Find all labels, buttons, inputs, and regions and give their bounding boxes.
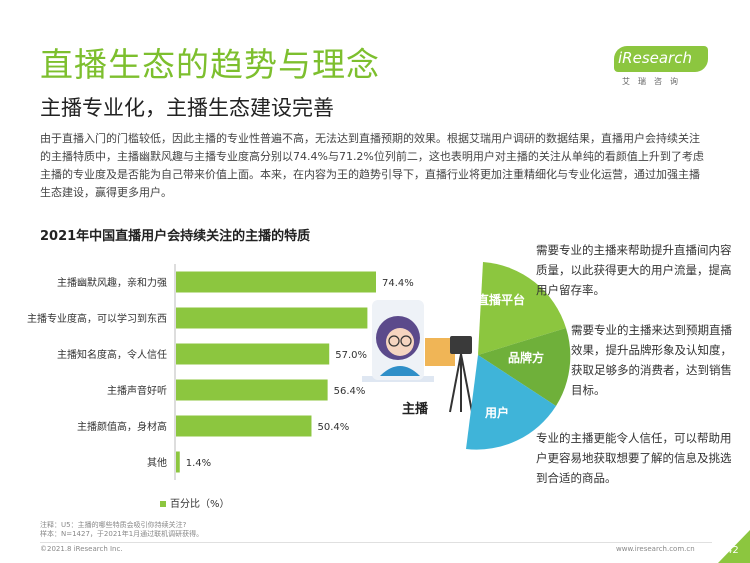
footer-divider: [40, 542, 712, 543]
value-label: 50.4%: [317, 422, 349, 433]
category-label: 主播声音好听: [107, 384, 167, 397]
bar: [176, 271, 376, 293]
callout-user: 专业的主播更能令人信任，可以帮助用户更容易地获取想要了解的信息及挑选到合适的商品…: [536, 431, 732, 485]
phone-icon: [450, 336, 472, 354]
glasses-left: [388, 335, 400, 347]
category-label: 主播颜值高，身材高: [77, 420, 167, 433]
segment-platform: [478, 262, 566, 355]
bar: [176, 451, 180, 473]
footnote: 注释：U5：主播的哪些特质会吸引你持续关注? 样本：N=1427，于2021年1…: [40, 521, 203, 539]
callout-platform: 需要专业的主播来帮助提升直播间内容质量，以此获得更大的用户流量，提高用户留存率。: [536, 243, 732, 297]
page-corner-tab: [718, 530, 750, 563]
tripod-leg-right: [460, 353, 473, 413]
segment-user: [466, 355, 556, 450]
page-subtitle: 主播专业化，主播生态建设完善: [40, 96, 334, 120]
iresearch-logo: iResearch: [604, 46, 708, 74]
intro-paragraph: 由于直播入门的门槛较低，因此主播的专业性普遍不高，无法达到直播预期的效果。根据艾…: [40, 132, 704, 199]
logo-text: iResearch: [618, 49, 692, 67]
category-label: 主播幽默风趣，亲和力强: [57, 276, 167, 289]
streamer-illustration: [362, 300, 473, 413]
glasses-right: [400, 335, 412, 347]
chart-title: 2021年中国直播用户会持续关注的主播的特质: [40, 229, 311, 244]
legend-label: 百分比（%）: [170, 499, 230, 510]
center-label: 主播: [402, 401, 429, 417]
bar: [176, 343, 330, 365]
category-label: 其他: [147, 456, 167, 469]
streamer-body: [380, 366, 420, 376]
logo-badge: [614, 46, 708, 72]
segment-brand: [478, 328, 571, 406]
logo-chinese-name: 艾瑞咨询: [622, 77, 686, 86]
website-url: www.iresearch.com.cn: [616, 545, 695, 553]
value-label: 57.0%: [335, 350, 367, 361]
bar: [176, 379, 328, 401]
page-corner-shape: [718, 530, 750, 563]
page-title: 直播生态的趋势与理念: [40, 45, 380, 84]
value-label: 56.4%: [334, 386, 366, 397]
footnote-question: 注释：U5：主播的哪些特质会吸引你持续关注?: [40, 521, 187, 529]
footnote-sample: 样本：N=1427，于2021年1月通过联机调研获得。: [40, 530, 204, 538]
callout-brand: 需要专业的主播来达到预期直播效果，提升品牌形象及认知度，获取足够多的消费者，达到…: [571, 323, 732, 397]
segment-label-user: 用户: [484, 405, 509, 420]
copyright: ©2021.8 iResearch Inc.: [40, 545, 123, 553]
category-label: 主播知名度高，令人信任: [57, 348, 167, 361]
bar: [176, 415, 312, 437]
legend-swatch: [160, 501, 166, 507]
segment-label-platform: 直播平台: [477, 292, 525, 307]
segment-label-brand: 品牌方: [508, 350, 544, 365]
value-label: 74.4%: [382, 278, 414, 289]
category-label: 主播专业度高，可以学习到东西: [27, 312, 167, 325]
tripod-leg-left: [449, 353, 462, 413]
chart-legend: 百分比（%）: [160, 495, 230, 510]
bar: [176, 307, 368, 329]
value-label: 1.4%: [186, 458, 211, 469]
page-number: 42: [726, 545, 739, 556]
streamer-face: [386, 328, 414, 356]
